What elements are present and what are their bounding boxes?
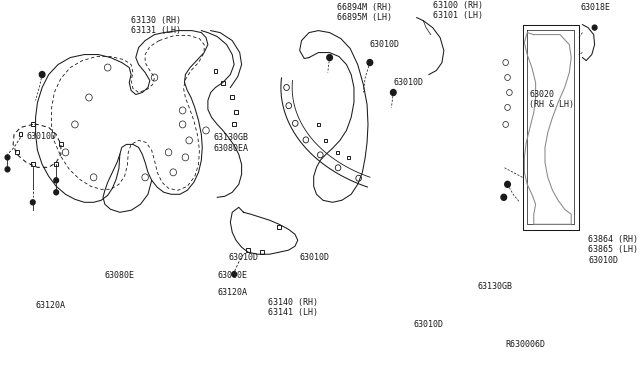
Circle shape bbox=[505, 181, 510, 187]
Bar bbox=[15, 150, 19, 154]
Text: (RH & LH): (RH & LH) bbox=[529, 100, 574, 109]
Text: 63080E: 63080E bbox=[217, 271, 247, 280]
Text: 63100 (RH): 63100 (RH) bbox=[433, 1, 483, 10]
Text: 63120A: 63120A bbox=[36, 301, 65, 310]
Bar bbox=[230, 96, 234, 99]
Bar bbox=[31, 162, 35, 166]
Text: 63080EA: 63080EA bbox=[214, 144, 248, 153]
Text: 63130 (RH): 63130 (RH) bbox=[131, 16, 181, 25]
Bar bbox=[347, 156, 349, 159]
Text: 63010D: 63010D bbox=[370, 40, 400, 49]
Text: R630006D: R630006D bbox=[506, 340, 546, 349]
Text: 63018E: 63018E bbox=[580, 3, 611, 12]
Circle shape bbox=[39, 71, 45, 77]
Bar bbox=[234, 110, 238, 115]
Bar bbox=[317, 123, 320, 126]
Circle shape bbox=[5, 167, 10, 172]
Text: 63120A: 63120A bbox=[217, 288, 247, 296]
Circle shape bbox=[501, 194, 507, 200]
Circle shape bbox=[592, 25, 597, 30]
Text: 63010D: 63010D bbox=[228, 253, 259, 262]
Bar bbox=[260, 250, 264, 254]
Text: 63131 (LH): 63131 (LH) bbox=[131, 26, 181, 35]
Text: 66895M (LH): 66895M (LH) bbox=[337, 13, 392, 22]
Text: 66894M (RH): 66894M (RH) bbox=[337, 3, 392, 12]
Bar bbox=[324, 139, 327, 142]
Bar bbox=[221, 80, 225, 84]
Circle shape bbox=[390, 90, 396, 96]
Text: 63130GB: 63130GB bbox=[214, 133, 248, 142]
Text: 63141 (LH): 63141 (LH) bbox=[268, 308, 318, 317]
Text: 63140 (RH): 63140 (RH) bbox=[268, 298, 318, 307]
Circle shape bbox=[327, 55, 332, 61]
Circle shape bbox=[54, 178, 58, 183]
Bar bbox=[19, 132, 22, 137]
Circle shape bbox=[31, 200, 35, 205]
Bar bbox=[59, 142, 63, 147]
Text: 63864 (RH): 63864 (RH) bbox=[588, 235, 638, 244]
Text: 63080E: 63080E bbox=[105, 271, 135, 280]
Text: 63020: 63020 bbox=[529, 90, 554, 99]
Bar bbox=[277, 225, 281, 229]
Circle shape bbox=[54, 190, 58, 195]
Text: 63865 (LH): 63865 (LH) bbox=[588, 245, 638, 254]
Text: 63010D: 63010D bbox=[414, 320, 444, 328]
Text: 63130GB: 63130GB bbox=[477, 282, 513, 291]
Text: 63010D: 63010D bbox=[588, 256, 618, 265]
Bar bbox=[31, 122, 35, 126]
Bar bbox=[336, 151, 339, 154]
Bar bbox=[232, 122, 236, 126]
Bar bbox=[246, 248, 250, 252]
Text: 63010D: 63010D bbox=[394, 78, 423, 87]
Text: 63010D: 63010D bbox=[300, 253, 330, 262]
Bar bbox=[214, 68, 217, 73]
Bar bbox=[54, 162, 58, 166]
Circle shape bbox=[5, 155, 10, 160]
Text: 63101 (LH): 63101 (LH) bbox=[433, 11, 483, 20]
Circle shape bbox=[367, 60, 372, 65]
Circle shape bbox=[232, 272, 236, 277]
Text: 63010D: 63010D bbox=[26, 132, 56, 141]
